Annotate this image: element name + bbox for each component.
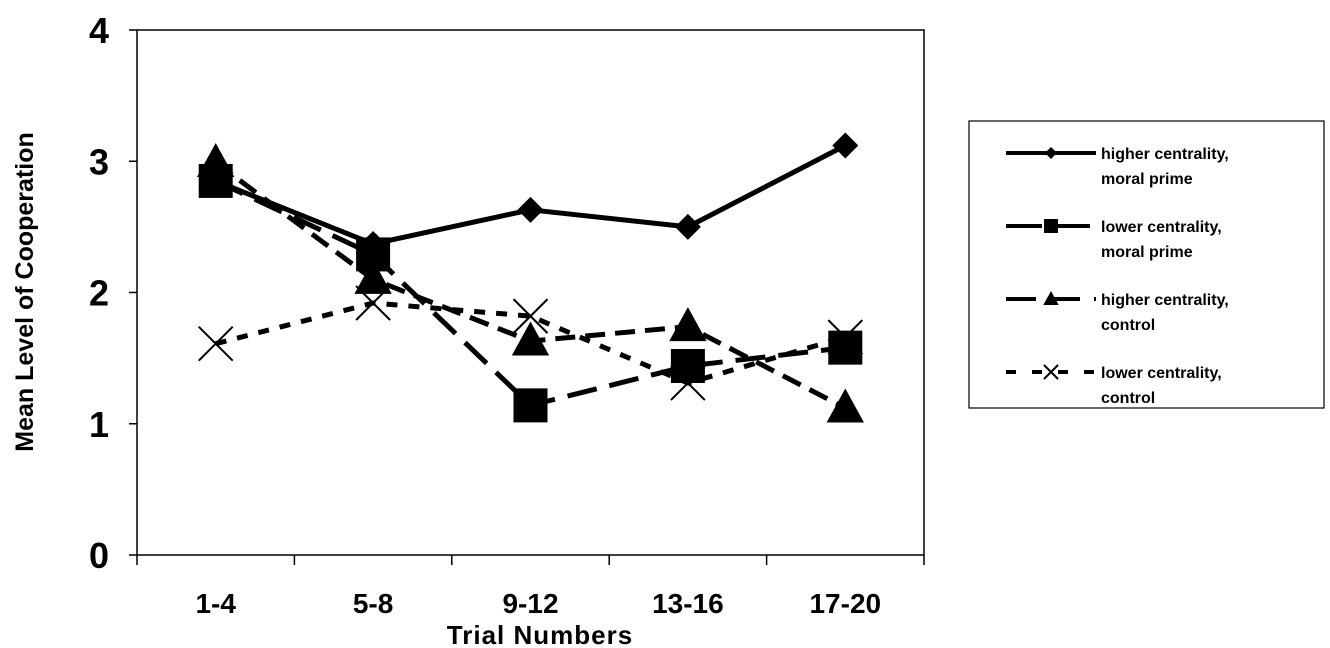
series-3 xyxy=(197,143,864,423)
legend-box xyxy=(968,120,1325,409)
legend-label: higher centrality, xyxy=(1101,146,1229,163)
legend-marker xyxy=(1045,147,1057,159)
x-tick-label: 5-8 xyxy=(353,588,393,619)
series-4 xyxy=(197,285,864,401)
legend-marker xyxy=(1044,219,1058,233)
x-tick-label: 17-20 xyxy=(809,588,881,619)
data-point xyxy=(669,307,707,342)
legend-marker xyxy=(1043,364,1059,380)
data-point xyxy=(512,298,549,334)
y-tick-label: 2 xyxy=(89,273,109,314)
data-point xyxy=(670,349,705,383)
data-point xyxy=(674,213,701,240)
tick-labels: 0 1 2 3 4 1-4 5-8 9-12 13-16 17-20 xyxy=(89,10,881,619)
y-tick-label: 1 xyxy=(89,404,109,445)
data-point xyxy=(826,388,864,423)
data-point xyxy=(511,321,550,356)
x-axis-label: Trial Numbers xyxy=(447,620,633,648)
data-point xyxy=(517,196,544,223)
data-point xyxy=(513,388,548,423)
legend-label: lower centrality, xyxy=(1101,365,1222,382)
data-point xyxy=(354,259,392,294)
y-axis-label: Mean Level of Cooperation xyxy=(11,132,39,451)
legend-label: moral prime xyxy=(1101,171,1193,188)
plot-area xyxy=(136,29,925,556)
y-tick-label: 4 xyxy=(89,10,109,51)
x-tick-label: 9-12 xyxy=(502,588,558,619)
legend-item: higher centrality, moral prime xyxy=(1006,146,1229,188)
legend-marker xyxy=(1043,290,1059,305)
data-point xyxy=(832,132,859,159)
x-tick-label: 13-16 xyxy=(652,588,724,619)
legend-item: higher centrality, control xyxy=(1006,290,1229,334)
axes xyxy=(129,29,925,565)
data-point xyxy=(670,365,706,401)
y-tick-label: 3 xyxy=(89,141,109,182)
legend-label: moral prime xyxy=(1101,244,1193,261)
x-tick-label: 1-4 xyxy=(195,588,236,619)
series-group xyxy=(197,132,864,423)
data-point xyxy=(827,319,864,355)
legend-label: control xyxy=(1101,390,1155,407)
legend-label: lower centrality, xyxy=(1101,219,1222,236)
legend-item: lower centrality, moral prime xyxy=(1006,219,1222,261)
data-point xyxy=(355,285,391,321)
data-point xyxy=(197,143,235,178)
data-point xyxy=(197,325,234,362)
legend-label: higher centrality, xyxy=(1101,292,1229,309)
legend-item: lower centrality, control xyxy=(1006,364,1222,407)
legend-label: control xyxy=(1101,317,1155,334)
y-tick-label: 0 xyxy=(89,535,109,576)
